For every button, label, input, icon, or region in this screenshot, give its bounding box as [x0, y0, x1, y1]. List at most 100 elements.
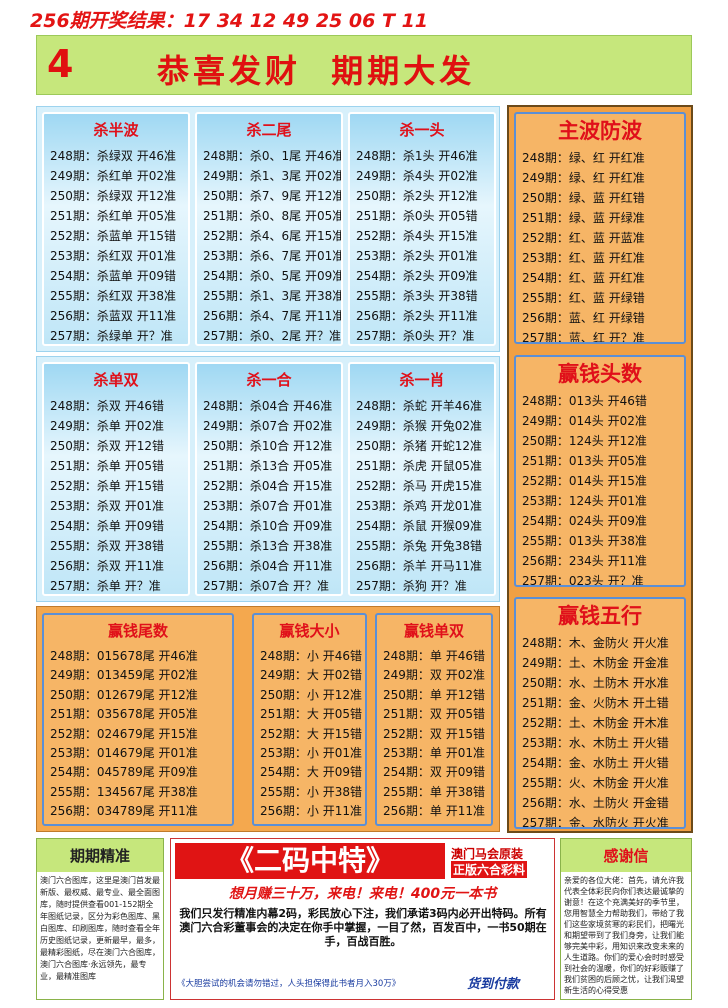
box-row: 248期：杀1头 开46准 [356, 149, 478, 163]
box-row: 248期：杀绿双 开46准 [50, 149, 176, 163]
box-row: 254期：杀单 开09错 [50, 519, 164, 533]
box-row: 248期：绿、红 开红准 [522, 151, 645, 165]
box-row: 255期：杀13合 开38准 [203, 539, 333, 553]
box-row: 257期：023567尾 开？准 [44, 822, 232, 825]
box-row: 255期：红、蓝 开绿错 [522, 291, 645, 305]
panel-box: 主波防波 248期：绿、红 开红准 249期：绿、红 开红准 250期：绿、蓝 开红错… [514, 112, 686, 344]
box-row: 250期：杀10合 开12准 [203, 439, 333, 453]
box-row: 248期：杀04合 开46准 [203, 399, 333, 413]
box-row: 256期：蓝、红 开绿错 [522, 311, 645, 325]
box-row: 253期：124头 开01准 [522, 494, 647, 508]
footer-left: 期期精准 澳门六合图库，这里是澳门首发最新版、最权威、最专业、最全面图库，随时提… [36, 838, 164, 1000]
box-row: 254期：045789尾 开09准 [50, 765, 198, 780]
box-title: 赢钱大小 [279, 622, 340, 640]
box-row: 252期：红、蓝 开蓝准 [522, 231, 645, 245]
box-row: 249期：014头 开02准 [522, 414, 647, 428]
panel-box: 杀一肖 248期：杀蛇 开羊46准 249期：杀猴 开兔02准 250期：杀猪 开蛇1… [348, 362, 496, 596]
box-row: 253期：杀红双 开01准 [50, 249, 176, 263]
box-title: 杀一合 [246, 371, 292, 389]
box-row: 257期：023头 开？准 [522, 574, 644, 587]
box-row: 252期：杀蓝单 开15错 [50, 229, 176, 243]
box-title: 主波防波 [558, 119, 642, 143]
box-row: 248期：杀0、1尾 开46准 [203, 149, 343, 163]
box-row: 252期：024679尾 开15准 [50, 726, 198, 741]
panel-box: 杀半波 248期：杀绿双 开46准 249期：杀红单 开02准 250期：杀绿双 开1… [42, 112, 190, 346]
box-row: 257期：杀绿单 开？准 [50, 329, 173, 343]
box-row: 254期：金、水防土 开火错 [522, 756, 669, 770]
box-row: 254期：大 开09错 [260, 765, 362, 780]
box-row: 257期：杀0头 开？准 [356, 329, 475, 343]
promo-text: 我们只发行精准内幕2码，彩民放心下注，我们承诺3码内必开出特码。所有澳门六合彩董… [179, 907, 547, 948]
box-row: 257期：杀单 开？准 [50, 579, 161, 593]
box-row: 248期：杀双 开46错 [50, 399, 164, 413]
box-title: 赢钱单双 [403, 622, 464, 640]
footer-left-title: 期期精准 [37, 839, 163, 872]
box-row: 257期：金、水防火 开火准 [522, 816, 669, 829]
box-row: 250期：杀绿双 开12准 [50, 189, 176, 203]
box-row: 251期：绿、蓝 开绿准 [522, 211, 645, 225]
box-row: 253期：杀2头 开01准 [356, 249, 478, 263]
box-row: 253期：水、木防土 开火错 [522, 736, 669, 750]
box-row: 250期：绿、蓝 开红错 [522, 191, 645, 205]
box-title: 杀单双 [93, 371, 139, 389]
box-row: 251期：金、火防木 开土错 [522, 696, 669, 710]
box-row: 257期：杀07合 开？准 [203, 579, 329, 593]
header-title: 恭喜发财 期期大发 [157, 52, 476, 90]
box-row: 254期：杀0、5尾 开09准 [203, 269, 343, 283]
box-row: 249期：土、木防金 开金准 [522, 656, 669, 670]
box-row: 255期：杀兔 开兔38错 [356, 539, 482, 553]
box-row: 252期：土、木防金 开木准 [522, 716, 669, 730]
box-row: 256期：水、土防火 开金错 [522, 796, 669, 810]
box-row: 251期：杀虎 开鼠05准 [356, 459, 482, 473]
box-row: 251期：大 开05错 [260, 707, 362, 722]
box-row: 253期：杀双 开01准 [50, 499, 164, 513]
box-row: 248期：木、金防火 开火准 [522, 636, 669, 650]
box-row: 256期：单 开11准 [383, 804, 485, 819]
box-row: 254期：杀鼠 开猴09准 [356, 519, 482, 533]
box-row: 256期：杀2头 开11准 [356, 309, 478, 323]
box-row: 251期：杀0头 开05错 [356, 209, 478, 223]
issue-number: 4 [47, 42, 74, 86]
box-row: 248期：单 开46错 [383, 649, 485, 663]
box-row: 250期：124头 开12准 [522, 434, 647, 448]
box-row: 251期：杀13合 开05准 [203, 459, 333, 473]
box-row: 251期：035678尾 开05准 [50, 707, 198, 722]
box-row: 256期：杀04合 开11准 [203, 559, 333, 573]
panel-box: 杀一合 248期：杀04合 开46准 249期：杀07合 开02准 250期：杀10合… [195, 362, 343, 596]
tag: 正版六合彩料 [451, 861, 528, 878]
footer-right-text: 亲爱的各位大佬：首先，请允许我代表全体彩民向你们表达最诚挚的谢意！在这个充满美好… [564, 876, 684, 995]
panel-box: 杀二尾 248期：杀0、1尾 开46准 249期：杀1、3尾 开02准 250期：杀7… [195, 112, 343, 346]
slogan: 想月赚三十万，来电！来电！400元一本书 [228, 886, 497, 902]
box-row: 254期：杀10合 开09准 [203, 519, 333, 533]
box-title: 杀一头 [399, 121, 445, 139]
footer-left-text: 澳门六合图库，这里是澳门首发最新版、最权威、最专业、最全面图库，随时提供查看00… [40, 876, 160, 981]
box-row: 249期：杀红单 开02准 [50, 169, 176, 183]
header-band: 4 恭喜发财 期期大发 [36, 35, 692, 95]
box-row: 252期：杀单 开15错 [50, 479, 164, 493]
box-row: 254期：杀蓝单 开09错 [50, 269, 176, 283]
box-row: 249期：大 开02错 [260, 668, 362, 683]
box-title: 杀半波 [93, 121, 139, 139]
box-row: 257期：杀0、2尾 开？准 [203, 329, 341, 343]
box-row: 255期：134567尾 开38准 [50, 784, 198, 799]
box-row: 255期：杀红双 开38准 [50, 289, 176, 303]
box-row: 253期：杀鸡 开龙01准 [356, 499, 482, 513]
panel-box: 杀单双 248期：杀双 开46错 249期：杀单 开02准 250期：杀双 开12错 2… [42, 362, 190, 596]
panel-box: 赢钱单双 248期：单 开46错 249期：双 开02准 250期：单 开12错 251… [375, 613, 493, 826]
box-row: 252期：杀4、6尾 开15准 [203, 229, 343, 243]
box-row: 254期：双 开09错 [383, 765, 485, 780]
box-row: 255期：单 开38错 [383, 784, 485, 799]
box-row: 256期：杀羊 开马11准 [356, 559, 482, 573]
box-row: 249期：杀1、3尾 开02准 [203, 169, 343, 183]
tag: 澳门马会原装 [451, 847, 524, 861]
box-row: 248期：小 开46错 [260, 649, 362, 663]
box-row: 251期：杀0、8尾 开05准 [203, 209, 343, 223]
box-row: 252期：大 开15错 [260, 726, 362, 741]
panel-box: 杀一头 248期：杀1头 开46准 249期：杀4头 开02准 250期：杀2头 开1… [348, 112, 496, 346]
box-row: 254期：红、蓝 开红准 [522, 271, 645, 285]
box-row: 250期：杀猪 开蛇12准 [356, 439, 482, 453]
box-title: 杀二尾 [246, 121, 292, 139]
box-row: 248期：015678尾 开46准 [50, 649, 198, 663]
box-row: 251期：013头 开05准 [522, 454, 647, 468]
